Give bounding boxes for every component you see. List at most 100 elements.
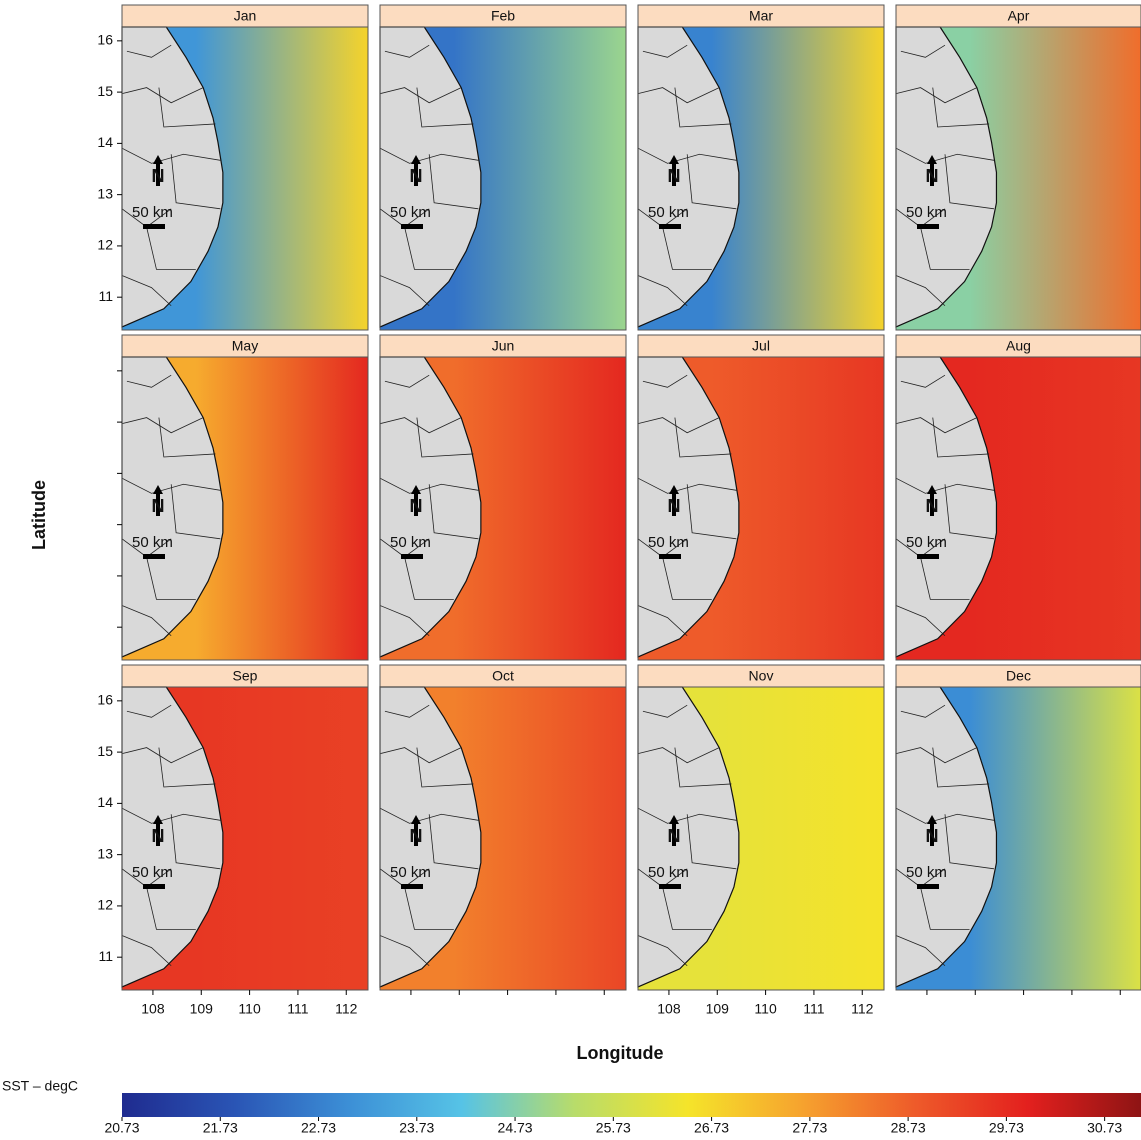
- panel-title: Dec: [1006, 668, 1031, 684]
- panel-title: Aug: [1006, 338, 1031, 354]
- scale-bar: [401, 554, 423, 559]
- colorbar-tick-label: 25.73: [596, 1120, 631, 1135]
- province-border: [932, 747, 990, 788]
- north-label: N: [926, 496, 939, 516]
- north-arrow: [669, 155, 679, 186]
- province-border: [170, 484, 221, 540]
- province-border: [146, 556, 196, 600]
- land: [637, 356, 740, 658]
- panel-frame: [637, 356, 885, 661]
- scale-label: 50 km: [906, 204, 947, 221]
- province-border: [674, 417, 732, 458]
- province-border: [170, 154, 221, 210]
- north-arrow: [669, 485, 679, 516]
- scale-label: 50 km: [390, 864, 431, 881]
- province-border: [932, 417, 990, 458]
- land: [895, 686, 998, 988]
- land: [121, 26, 224, 328]
- x-tick-label: 110: [754, 1001, 777, 1017]
- north-label: N: [152, 826, 165, 846]
- panel-frame: [121, 356, 369, 661]
- panel-title: Oct: [492, 668, 514, 684]
- north-label: N: [152, 166, 165, 186]
- province-border: [944, 154, 995, 210]
- province-border: [379, 87, 462, 104]
- land: [379, 26, 482, 328]
- y-tick-label: 13: [97, 185, 113, 201]
- colorbar-tick-label: 21.73: [203, 1120, 238, 1135]
- north-label: N: [926, 826, 939, 846]
- north-label: N: [926, 166, 939, 186]
- scale-label: 50 km: [132, 864, 173, 881]
- y-axis-title: Latitude: [29, 480, 49, 550]
- colorbar-tick-label: 27.73: [792, 1120, 827, 1135]
- scale-bar: [917, 224, 939, 229]
- north-label: N: [152, 496, 165, 516]
- colorbar-tick-label: 26.73: [694, 1120, 729, 1135]
- scale-bar: [143, 224, 165, 229]
- province-border: [384, 44, 430, 58]
- colorbar-title: SST – degC: [2, 1078, 78, 1094]
- scale-bar: [659, 554, 681, 559]
- north-arrow: [411, 155, 421, 186]
- scale-label: 50 km: [132, 204, 173, 221]
- province-border: [121, 605, 172, 637]
- province-border: [121, 147, 221, 164]
- province-border: [944, 814, 995, 870]
- x-tick-label: 111: [287, 1001, 308, 1017]
- province-border: [146, 886, 196, 930]
- province-border: [126, 374, 172, 388]
- y-tick-label: 13: [97, 845, 113, 861]
- province-border: [379, 747, 462, 764]
- scale-label: 50 km: [906, 864, 947, 881]
- north-label: N: [668, 166, 681, 186]
- x-tick-label: 112: [335, 1001, 358, 1017]
- panel-title: Nov: [749, 668, 774, 684]
- north-label: N: [410, 166, 423, 186]
- province-border: [146, 226, 196, 270]
- province-border: [379, 477, 479, 494]
- north-arrow: [411, 815, 421, 846]
- land: [637, 686, 740, 988]
- panel-frame: [121, 26, 369, 331]
- land: [379, 356, 482, 658]
- province-border: [686, 484, 737, 540]
- province-border: [121, 807, 221, 824]
- panel-frame: [895, 26, 1141, 331]
- province-border: [662, 226, 712, 270]
- panel-title: Mar: [749, 8, 773, 24]
- province-border: [379, 275, 430, 307]
- province-border: [686, 814, 737, 870]
- scale-bar: [143, 554, 165, 559]
- province-border: [416, 417, 474, 458]
- scale-bar: [401, 884, 423, 889]
- province-border: [900, 44, 946, 58]
- panel-title: Sep: [233, 668, 258, 684]
- y-tick-label: 11: [98, 948, 113, 964]
- y-tick-label: 16: [97, 32, 113, 48]
- scale-label: 50 km: [648, 534, 689, 551]
- colorbar-tick-label: 22.73: [301, 1120, 336, 1135]
- province-border: [379, 807, 479, 824]
- province-border: [920, 556, 970, 600]
- north-label: N: [410, 496, 423, 516]
- colorbar-tick-label: 29.73: [989, 1120, 1024, 1135]
- x-tick-label: 108: [657, 1001, 681, 1017]
- province-border: [895, 147, 995, 164]
- panel-frame: [121, 686, 369, 991]
- north-arrow: [153, 485, 163, 516]
- scale-label: 50 km: [390, 534, 431, 551]
- province-border: [126, 704, 172, 718]
- province-border: [642, 374, 688, 388]
- province-border: [158, 87, 216, 128]
- panel-frame: [379, 686, 627, 991]
- province-border: [895, 417, 978, 434]
- colorbar-tick-label: 23.73: [399, 1120, 434, 1135]
- province-border: [674, 87, 732, 128]
- panel-title: Jun: [492, 338, 515, 354]
- province-border: [895, 807, 995, 824]
- scale-bar: [659, 884, 681, 889]
- panel-frame: [895, 356, 1141, 661]
- y-tick-label: 14: [97, 134, 113, 150]
